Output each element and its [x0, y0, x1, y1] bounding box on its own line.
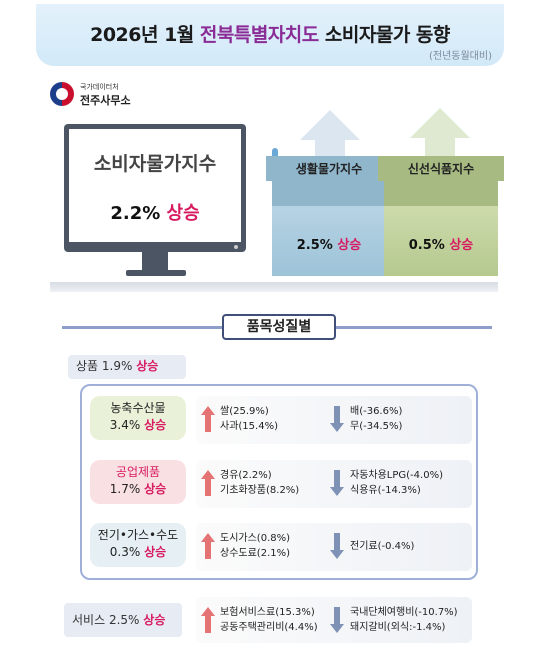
office-logo: 국가데이터처 전주사무소: [50, 80, 160, 112]
fresh-direction: 상승: [449, 238, 474, 253]
category-industrial: 공업제품 1.7% 상승: [90, 460, 186, 504]
service-summary: 서비스 2.5% 상승: [64, 603, 182, 637]
falling-items: 자동차용LPG(-4.0%) 식용유(-14.3%): [350, 468, 443, 498]
category-value: 0.3% 상승: [90, 544, 186, 561]
rising-item: 경유(2.2%): [220, 470, 272, 481]
category-utilities: 전기•가스•수도 0.3% 상승: [90, 523, 186, 567]
falling-item: 자동차용LPG(-4.0%): [350, 470, 443, 481]
living-direction: 상승: [337, 238, 362, 253]
cpi-percent: 2.2%: [110, 203, 161, 224]
page-title: 2026년 1월 전북특별자치도 소비자물가 동향: [36, 20, 504, 47]
box-flap: 생활물가지수: [266, 156, 392, 206]
rising-items: 쌀(25.9%) 사과(15.4%): [220, 404, 278, 434]
fresh-index-label: 신선식품지수: [378, 156, 504, 181]
goods-value: 1.9%: [101, 359, 133, 373]
subtitle: (전년동월대비): [428, 51, 492, 62]
rising-item: 도시가스(0.8%): [220, 533, 291, 544]
falling-item: 돼지갈비(외식:-1.4%): [350, 622, 446, 633]
box-body: [384, 202, 498, 276]
up-arrow-icon: [201, 406, 215, 432]
detail-industrial: 경유(2.2%) 기초화장품(8.2%) 자동차용LPG(-4.0%) 식용유(…: [196, 460, 472, 508]
goods-summary: 상품 1.9% 상승: [68, 355, 186, 379]
service-value: 2.5%: [108, 613, 140, 627]
category-direction: 상승: [144, 545, 167, 559]
category-percent: 1.7%: [109, 482, 141, 496]
down-arrow-icon: [330, 406, 344, 432]
monitor-stand-base: [126, 270, 186, 276]
falling-items: 국내단체여행비(-10.7%) 돼지갈비(외식:-1.4%): [350, 605, 458, 635]
fresh-index-value: 0.5% 상승: [384, 234, 498, 253]
falling-item: 배(-36.6%): [350, 406, 403, 417]
up-arrow-icon: [201, 607, 215, 633]
falling-item: 무(-34.5%): [350, 421, 403, 432]
fresh-index-box: 신선식품지수 0.5% 상승: [378, 156, 504, 276]
up-arrow-icon: [201, 533, 215, 559]
rising-item: 상수도료(2.1%): [220, 548, 291, 559]
category-name: 공업제품: [115, 465, 161, 479]
category-direction: 상승: [144, 418, 167, 432]
title-suffix: 소비자물가 동향: [324, 24, 450, 46]
category-value: 1.7% 상승: [90, 481, 186, 498]
up-arrow-icon: [201, 470, 215, 496]
service-direction: 상승: [143, 613, 166, 627]
power-light-icon: [234, 245, 238, 249]
falling-item: 국내단체여행비(-10.7%): [350, 607, 458, 618]
rising-items: 보험서비스료(15.3%) 공동주택관리비(4.4%): [220, 605, 318, 635]
cpi-monitor: 소비자물가지수 2.2% 상승: [64, 124, 246, 252]
monitor-stand: [142, 252, 168, 270]
falling-item: 식용유(-14.3%): [350, 485, 421, 496]
living-index-label: 생활물가지수: [266, 156, 392, 181]
goods-panel: [80, 384, 478, 580]
goods-label: 상품: [76, 359, 99, 373]
box-body: [272, 202, 386, 276]
fresh-percent: 0.5%: [408, 238, 445, 253]
rising-item: 쌀(25.9%): [220, 406, 269, 417]
cpi-direction: 상승: [166, 203, 200, 224]
category-percent: 0.3%: [109, 545, 141, 559]
cpi-value: 2.2% 상승: [69, 199, 241, 225]
box-flap: 신선식품지수: [378, 156, 504, 206]
rising-item: 사과(15.4%): [220, 421, 278, 432]
category-direction: 상승: [144, 482, 167, 496]
cpi-label: 소비자물가지수: [93, 153, 217, 175]
service-label: 서비스: [72, 613, 106, 627]
falling-items: 배(-36.6%) 무(-34.5%): [350, 404, 402, 434]
rising-item: 공동주택관리비(4.4%): [220, 622, 318, 633]
down-arrow-icon: [330, 607, 344, 633]
living-index-box: 생활물가지수 2.5% 상승: [266, 156, 392, 276]
living-index-value: 2.5% 상승: [272, 234, 386, 253]
detail-agriculture: 쌀(25.9%) 사과(15.4%) 배(-36.6%) 무(-34.5%): [196, 396, 472, 444]
logo-agency: 국가데이터처: [80, 83, 119, 91]
category-name: 전기•가스•수도: [97, 528, 179, 542]
title-region: 전북특별자치도: [199, 24, 319, 46]
section-title: 품목성질별: [222, 314, 336, 340]
category-agriculture: 농축수산물 3.4% 상승: [90, 396, 186, 440]
logo-office: 전주사무소: [80, 94, 131, 107]
title-banner: 2026년 1월 전북특별자치도 소비자물가 동향 (전년동월대비): [36, 4, 504, 66]
goods-direction: 상승: [136, 359, 159, 373]
down-arrow-icon: [330, 470, 344, 496]
category-name: 농축수산물: [110, 401, 166, 415]
category-value: 3.4% 상승: [90, 417, 186, 434]
living-percent: 2.5%: [296, 238, 333, 253]
rising-items: 도시가스(0.8%) 상수도료(2.1%): [220, 531, 290, 561]
detail-service: 보험서비스료(15.3%) 공동주택관리비(4.4%) 국내단체여행비(-10.…: [196, 597, 472, 643]
rising-item: 보험서비스료(15.3%): [220, 607, 315, 618]
category-percent: 3.4%: [109, 418, 141, 432]
taeguk-emblem-icon: [50, 82, 74, 106]
floor-shadow: [50, 282, 498, 292]
rising-item: 기초화장품(8.2%): [220, 485, 300, 496]
rising-items: 경유(2.2%) 기초화장품(8.2%): [220, 468, 299, 498]
falling-item: 전기료(-0.4%): [350, 541, 415, 552]
falling-items: 전기료(-0.4%): [350, 539, 414, 554]
title-prefix: 2026년 1월: [90, 24, 194, 46]
down-arrow-icon: [330, 533, 344, 559]
monitor-screen: 소비자물가지수 2.2% 상승: [69, 129, 241, 242]
detail-utilities: 도시가스(0.8%) 상수도료(2.1%) 전기료(-0.4%): [196, 523, 472, 571]
